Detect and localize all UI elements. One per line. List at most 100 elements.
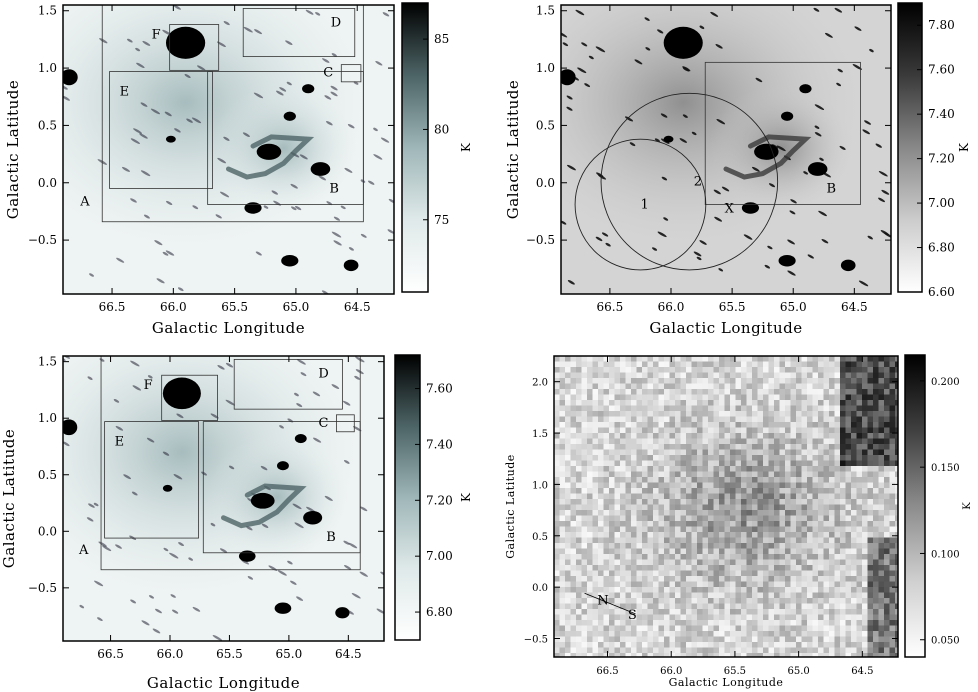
x-axis-label: Galactic Longitude — [152, 319, 305, 337]
y-tick-label: 0.5 — [38, 118, 57, 132]
colorbar-tick-label: 7.40 — [928, 107, 955, 121]
map-image — [63, 356, 384, 641]
y-tick-label: −0.5 — [28, 581, 57, 595]
marker-label: X — [725, 201, 735, 216]
panel-bottom-right: NS66.566.065.565.064.52.01.51.00.50.0−0.… — [504, 354, 973, 689]
region-label: B — [329, 182, 339, 197]
x-tick-label: 66.5 — [596, 666, 618, 677]
x-axis-label: Galactic Longitude — [147, 674, 300, 692]
y-axis-label: Galactic Latitude — [4, 80, 22, 219]
x-tick-label: 65.0 — [283, 300, 310, 314]
x-axis-label: Galactic Longitude — [669, 676, 784, 689]
region-circle — [600, 92, 779, 271]
y-tick-label: −0.5 — [28, 233, 57, 247]
x-tick-label: 65.5 — [216, 647, 243, 661]
colorbar-tick-label: 7.20 — [928, 152, 955, 166]
colorbar — [394, 354, 421, 641]
y-tick-label: 1.5 — [38, 4, 57, 18]
x-axis-label: Galactic Longitude — [649, 319, 802, 337]
y-tick-label: −0.5 — [524, 635, 548, 646]
colorbar — [904, 354, 926, 658]
x-tick-label: 66.0 — [157, 647, 184, 661]
region-label: C — [318, 416, 328, 431]
colorbar-tick-label: 7.60 — [426, 382, 453, 396]
colorbar-unit: K — [459, 492, 473, 502]
y-tick-label: 0.0 — [38, 176, 57, 190]
region-label: F — [152, 27, 161, 42]
y-tick-label: 1.5 — [532, 429, 548, 440]
map-image — [561, 5, 891, 294]
plot-frame — [62, 355, 385, 642]
y-tick-label: 1.0 — [536, 61, 555, 75]
region-label: B — [826, 182, 836, 197]
colorbar-tick-label: 0.150 — [931, 463, 960, 474]
x-tick-label: 64.5 — [851, 666, 873, 677]
region-label: A — [78, 543, 89, 558]
x-tick-label: 64.5 — [335, 647, 362, 661]
region-circle — [574, 138, 707, 271]
map-image — [554, 356, 898, 657]
y-tick-label: 0.0 — [532, 583, 548, 594]
colorbar-tick-label: 7.80 — [928, 18, 955, 32]
circle-label: 1 — [640, 198, 648, 213]
region-box — [207, 71, 364, 205]
y-tick-label: 0.0 — [536, 176, 555, 190]
x-tick-label: 66.5 — [597, 300, 624, 314]
region-label: E — [120, 85, 129, 100]
colorbar — [401, 2, 429, 293]
x-tick-label: 66.0 — [160, 300, 187, 314]
y-tick-label: 1.0 — [38, 411, 57, 425]
colorbar-tick-label: 0.050 — [931, 636, 960, 647]
colorbar-unit: K — [459, 142, 473, 152]
y-tick-label: 2.0 — [532, 378, 548, 389]
region-box — [104, 421, 199, 539]
y-tick-label: 0.5 — [38, 468, 57, 482]
colorbar-tick-label: 75 — [434, 213, 449, 227]
colorbar-tick-label: 0.200 — [931, 377, 960, 388]
y-tick-label: 1.5 — [38, 355, 57, 369]
colorbar-tick-label: 6.60 — [928, 285, 955, 299]
region-label: E — [115, 435, 125, 450]
colorbar-tick-label: 0.100 — [931, 549, 960, 560]
colorbar-tick-label: 7.00 — [928, 196, 955, 210]
x-tick-label: 65.0 — [276, 647, 303, 661]
x-tick-label: 64.5 — [344, 300, 371, 314]
y-tick-label: 0.5 — [536, 118, 555, 132]
region-label: A — [79, 195, 90, 210]
x-tick-label: 65.0 — [787, 666, 809, 677]
plot-frame — [553, 355, 899, 658]
x-tick-label: 66.0 — [658, 300, 685, 314]
region-box — [704, 61, 861, 205]
x-tick-label: 64.5 — [841, 300, 868, 314]
colorbar-unit: K — [962, 502, 973, 510]
plot-frame — [560, 4, 892, 295]
region-label: F — [144, 378, 153, 393]
y-axis-label: Galactic Latitude — [504, 80, 522, 219]
x-tick-label: 65.5 — [724, 666, 746, 677]
region-box — [233, 358, 343, 410]
y-tick-label: 1.0 — [38, 61, 57, 75]
colorbar-tick-label: 7.00 — [426, 549, 453, 563]
region-box — [242, 8, 356, 58]
panel-top-right: B 1 2 X 66.5 66.0 65.5 65.0 64.5 1.5 1.0 0.5 0.0 −0.5… — [504, 2, 971, 337]
plot-frame — [62, 4, 395, 295]
region-box — [161, 374, 218, 421]
y-tick-label: 1.0 — [532, 480, 548, 491]
colorbar-tick-label: 6.80 — [426, 605, 453, 619]
region-box — [336, 414, 355, 433]
region-label: C — [323, 66, 333, 81]
x-tick-label: 66.5 — [97, 647, 124, 661]
panel-bottom-left: A B C D E F 66.5 66.0 65.5 65.0 64.5 1.5 1.0 0.5 0.0 −0… — [0, 354, 473, 692]
colorbar-unit: K — [957, 142, 971, 152]
y-axis-label: Galactic Latitude — [0, 429, 18, 568]
x-tick-label: 66.0 — [660, 666, 682, 677]
region-label: D — [331, 15, 341, 30]
colorbar — [897, 2, 923, 293]
region-box — [109, 71, 213, 189]
y-axis-label: Galactic Latitude — [504, 454, 517, 559]
x-tick-label: 65.5 — [221, 300, 248, 314]
colorbar-tick-label: 6.80 — [928, 241, 955, 255]
region-box — [169, 24, 220, 71]
region-box — [340, 64, 362, 83]
